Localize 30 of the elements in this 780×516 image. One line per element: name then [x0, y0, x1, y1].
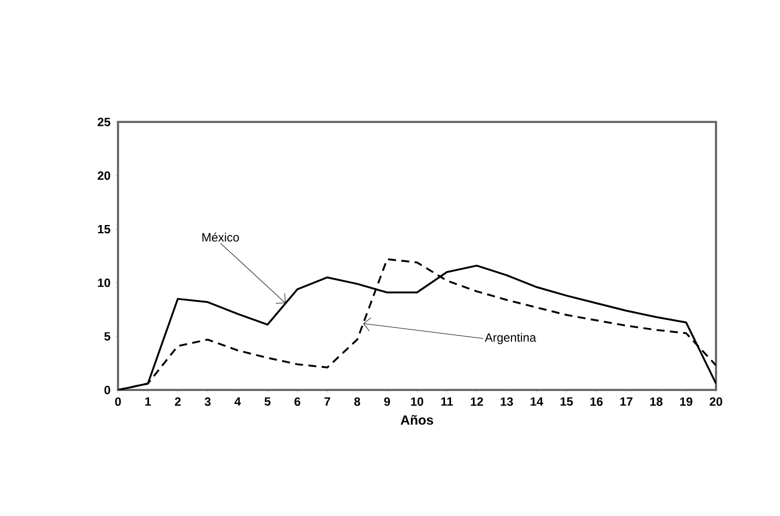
x-tick-label: 16	[590, 397, 603, 406]
x-tick-label: 10	[411, 397, 424, 406]
x-tick-label: 11	[441, 397, 453, 406]
y-tick-label: 20	[98, 171, 110, 180]
x-tick-label: 5	[264, 397, 271, 406]
x-tick-label: 2	[174, 397, 181, 406]
y-tick-label: 25	[98, 118, 110, 126]
x-tick-label: 0	[115, 397, 121, 406]
x-tick-label: 6	[294, 397, 300, 406]
x-tick-label: 4	[234, 397, 241, 406]
y-tick-label: 5	[104, 332, 110, 341]
annotation: México	[202, 232, 239, 242]
annotation: Argentina	[484, 332, 536, 344]
x-tick-label: 14	[530, 397, 544, 406]
x-tick-label: 20	[710, 397, 722, 406]
x-tick-label: 7	[324, 397, 330, 406]
x-tick-label: 19	[680, 397, 692, 406]
y-tick-label: 15	[98, 225, 110, 234]
y-tick-label: 0	[104, 386, 110, 394]
x-tick-label: 13	[500, 397, 513, 406]
x-tick-label: 1	[145, 397, 151, 406]
y-tick-label: 10	[98, 278, 110, 288]
x-tick-label: 3	[204, 397, 211, 406]
x-tick-label: 18	[650, 397, 663, 406]
x-tick-label: 15	[560, 397, 573, 406]
x-tick-label: 12	[470, 397, 483, 406]
x-tick-label: 8	[354, 397, 360, 406]
x-axis-title: Años	[400, 415, 434, 425]
x-tick-label: 9	[384, 397, 390, 406]
x-tick-label: 17	[620, 397, 632, 406]
